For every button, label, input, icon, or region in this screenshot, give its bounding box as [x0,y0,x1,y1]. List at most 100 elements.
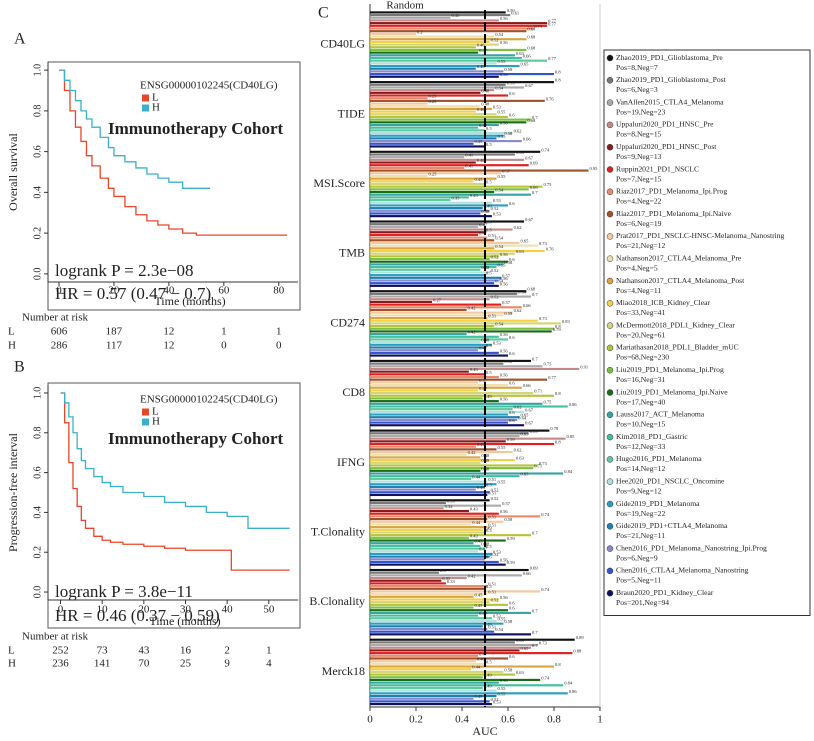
risk-count: 0 [276,340,282,352]
x-tick-label: 20 [108,285,120,297]
bar-value-label: 0.47 [479,386,488,391]
bar [370,518,488,521]
legend-label: Chen2016_CTLA4_Melanoma_Nanostring [616,566,749,575]
bar [370,89,495,92]
risk-count: 117 [106,340,123,352]
bar [370,59,548,62]
bar [370,239,495,242]
bar-value-label: 0.7 [532,115,538,120]
legend-description: Pos=16,Neg=31 [616,375,665,384]
bar [370,225,479,228]
bar [370,467,534,470]
bar [370,617,492,620]
bar-value-label: 0.63 [516,150,525,155]
bar-value-label: 0.49 [484,622,493,627]
bar-value-label: 0.62 [514,225,522,230]
bar-value-label: 0.77 [548,21,557,26]
bar [370,86,525,89]
bar-value-label: 0.52 [491,37,499,42]
bar [370,453,467,456]
bar [370,327,554,330]
legend-description: Pos=4,Neg=5 [616,263,658,272]
bar-value-label: 0.66 [523,303,532,308]
bar-value-label: 0.56 [500,595,509,600]
bar-value-label: 0.31 [442,576,450,581]
bar-value-label: 0.54 [495,32,504,37]
bar [370,550,479,553]
y-tick-label: 0.8 [32,427,43,440]
bar-value-label: 0.53 [493,549,502,554]
bar [370,30,527,33]
bar [370,676,483,679]
legend-marker [606,456,614,463]
bar-value-label: 0.6 [509,201,515,206]
bar-value-label: 0.95 [590,166,599,171]
bar-value-label: 0.66 [523,571,532,576]
survival-curve [58,69,288,236]
bar-value-label: 0.69 [530,565,539,570]
risk-row-name: L [8,645,15,657]
bar [370,64,520,68]
bar [370,590,541,593]
bar-value-label: 0.49 [484,673,493,678]
bar-value-label: 0.46 [477,107,486,112]
panel-label: C [318,5,329,22]
bar [370,660,476,663]
bar-value-label: 0.59 [507,8,516,13]
bar [370,123,499,127]
bar [370,142,474,145]
bar-value-label: 0.49 [484,683,493,688]
bar [370,633,531,636]
bar-value-label: 0.51 [488,233,496,238]
bar-value-label: 0.7 [532,608,538,613]
bar-value-label: 0.77 [548,56,557,61]
bar-value-label: 0.44 [472,520,481,525]
x-tick-label: 0.4 [455,714,469,726]
bar-value-label: 0.54 [495,187,504,192]
bar-value-label: 0.57 [502,273,511,278]
bar-value-label: 0.65 [521,61,530,66]
bar-value-label: 0.86 [569,689,578,694]
bar [370,11,506,14]
legend-description: Pos=20,Neg=61 [616,330,665,339]
bar-value-label: 0.5 [486,482,492,487]
legend-label: Ruppin2021_PD1_NSCLC [616,164,699,173]
annotation: Immunotherapy Cohort [108,429,284,448]
bar-value-label: 0.7 [532,630,538,635]
bar-value-label: 0.47 [479,48,488,53]
legend-marker [606,500,614,508]
bar-value-label: 0.56 [500,557,509,562]
bar-value-label: 0.42 [468,305,476,310]
bar-value-label: 0.47 [479,651,488,656]
legend-label: Gide2019_PD1+CTLA4_Melanoma [616,521,728,530]
legend-label: Uppaluri2020_PD1_HNSC_Post [616,142,717,151]
bar [370,196,469,199]
legend-label: Riaz2017_PD1_Melanoma_Ipi.Prog [616,187,727,196]
bar [370,373,485,376]
bar [370,351,499,354]
bar [370,105,481,108]
bar-value-label: 0.46 [477,485,486,490]
risk-count: 1 [266,645,272,657]
risk-table-title: Number at risk [22,631,88,643]
bar [370,375,499,379]
bar-value-label: 0.54 [495,322,504,327]
bar-value-label: 0.57 [502,501,511,506]
bar-value-label: 0.74 [541,512,550,517]
bar-value-label: 0.51 [488,477,496,482]
bar-value-label: 0.84 [564,681,573,686]
bar [370,429,550,432]
bar [370,308,467,312]
risk-row-name: H [8,340,16,352]
legend-description: Pos=19,Neg=22 [616,509,665,518]
bar-value-label: 0.57 [502,300,511,305]
bar [370,335,499,338]
bar [370,166,465,169]
bar-value-label: 0.62 [514,405,522,410]
bar-value-label: 0.73 [539,641,548,646]
y-axis-label: Overall survival [6,133,20,211]
bar-value-label: 0.6 [509,380,515,385]
legend-description: Pos=19,Neg=23 [616,107,665,116]
bar-value-label: 0.56 [500,40,509,45]
bar [370,397,483,400]
